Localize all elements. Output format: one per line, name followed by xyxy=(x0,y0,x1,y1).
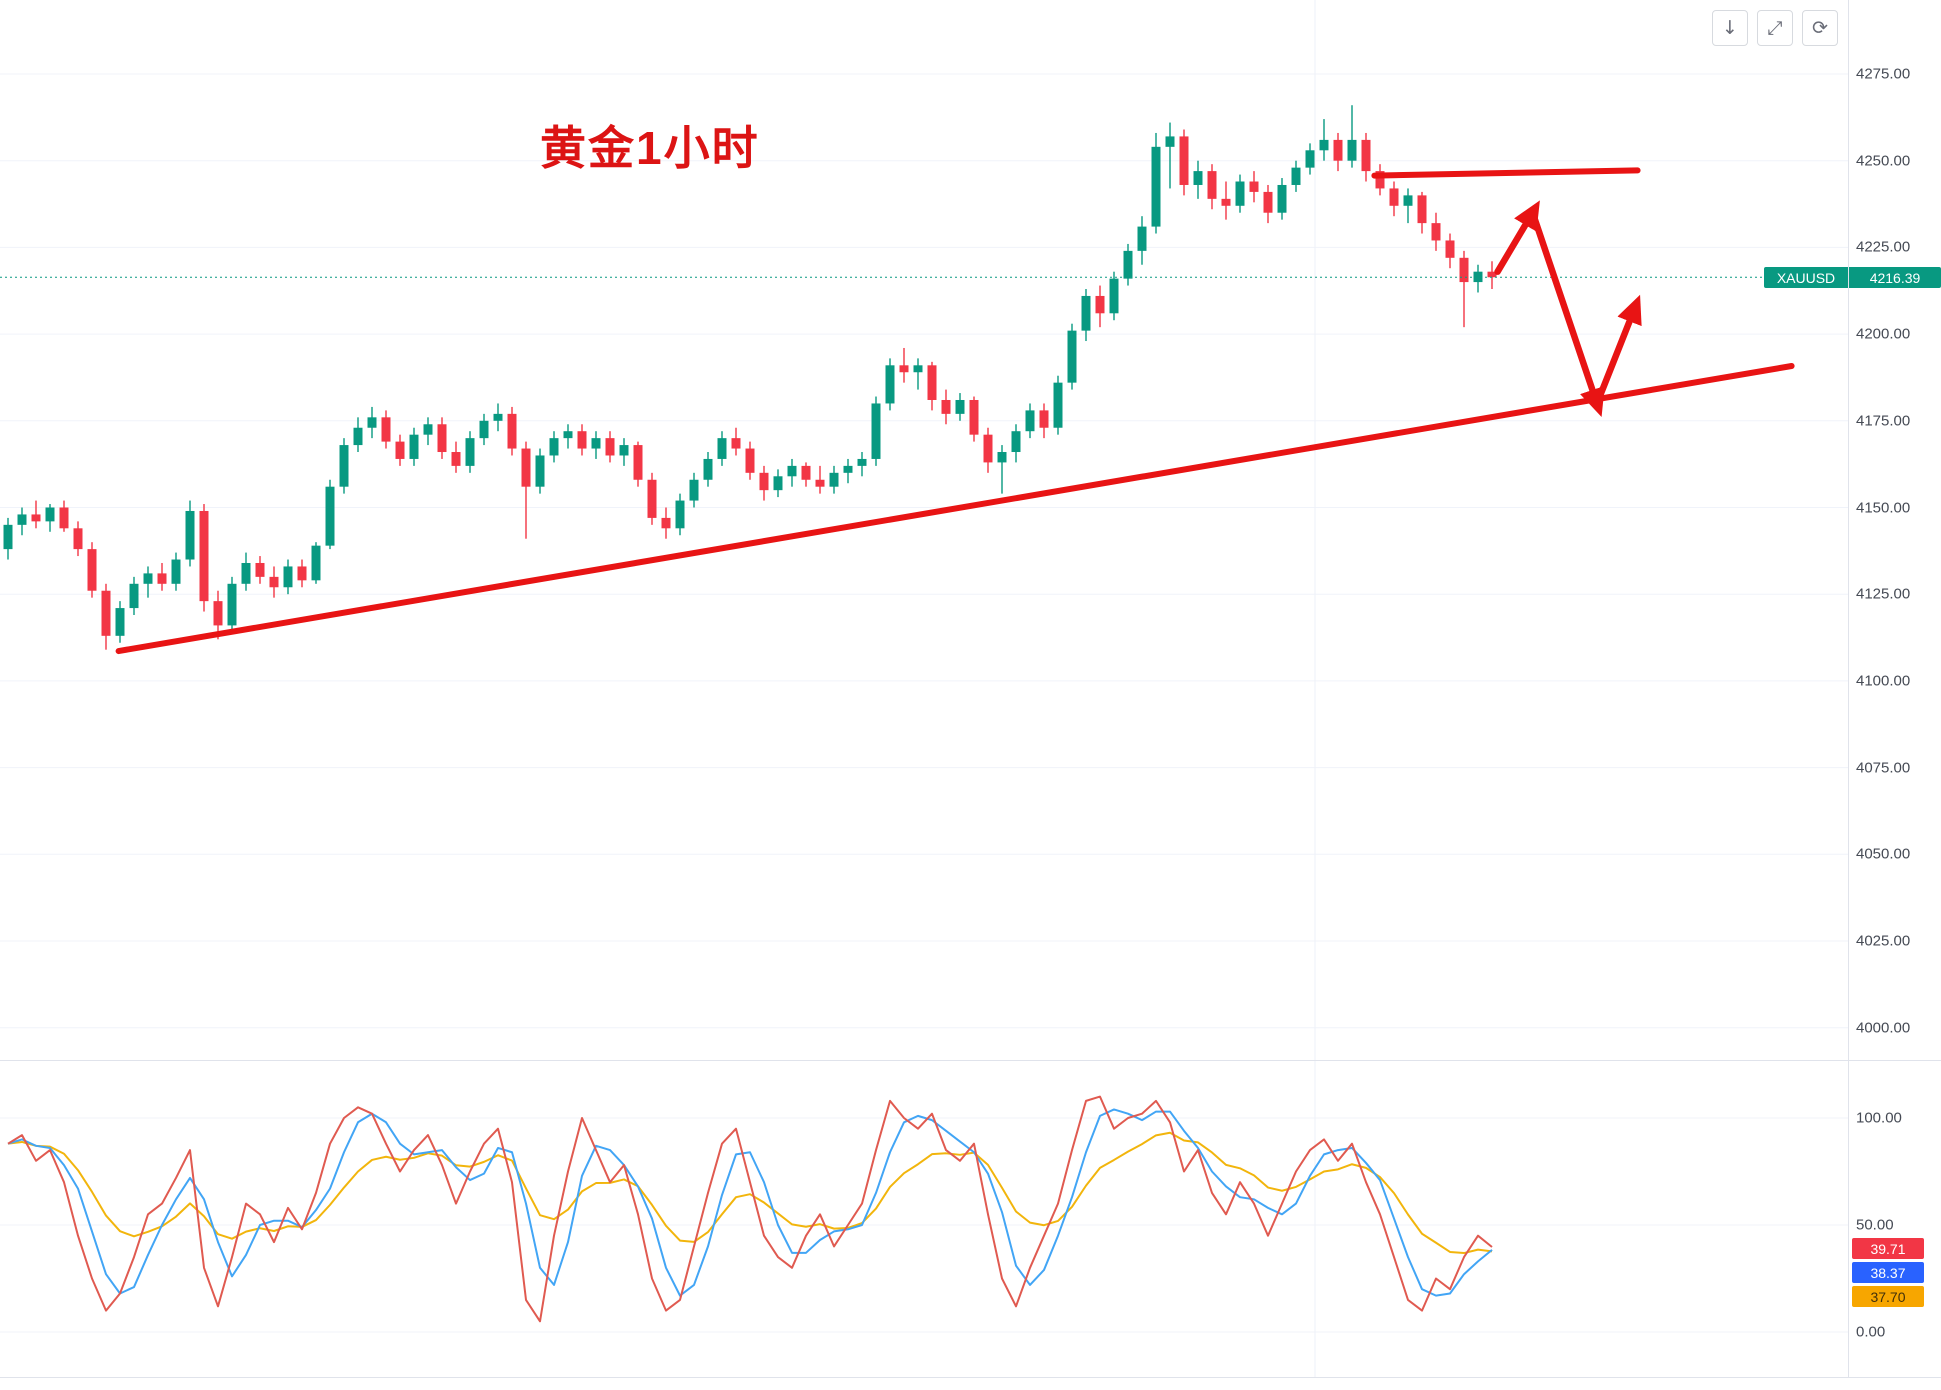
price-tick-label: 4050.00 xyxy=(1856,845,1911,863)
price-tick-label: 4125.00 xyxy=(1856,585,1911,603)
reset-chart-button[interactable]: ⟳ xyxy=(1802,10,1838,46)
maximize-button[interactable]: ⤢ xyxy=(1757,10,1793,46)
price-tick-label: 4150.00 xyxy=(1856,499,1911,516)
last-price-badge: XAUUSD 4216.39 xyxy=(1764,267,1941,288)
indicator-tick-label: 100.00 xyxy=(1856,1109,1902,1127)
indicator-tick-label: 50.00 xyxy=(1856,1216,1894,1234)
price-tick-label: 4200.00 xyxy=(1856,325,1911,343)
forecast-arrow-3 xyxy=(1593,294,1642,407)
price-tick-label: 4250.00 xyxy=(1856,152,1911,170)
chart-toolbar: ↓ ⤢ ⟳ xyxy=(1712,10,1838,46)
symbol-name: XAUUSD xyxy=(1764,267,1848,288)
price-tick-label: 4000.00 xyxy=(1856,1019,1911,1037)
oscillator-line-mid xyxy=(7,1108,1493,1297)
oscillator-line-fast xyxy=(7,1095,1493,1323)
support-trendline xyxy=(115,363,1795,655)
oscillator-layer xyxy=(7,1095,1493,1323)
oscillator-value-badges: 39.71 38.37 37.70 xyxy=(1852,1238,1924,1310)
scroll-to-latest-button[interactable]: ↓ xyxy=(1712,10,1748,46)
candles-layer xyxy=(3,105,1497,650)
price-axis[interactable]: 4275.00 4250.00 4225.00 4200.00 4175.00 4150.… xyxy=(1849,0,1941,1377)
forecast-arrow-1 xyxy=(1494,200,1540,275)
price-tick-label: 4225.00 xyxy=(1856,238,1911,256)
price-tick-label: 4075.00 xyxy=(1856,759,1911,777)
gridlines xyxy=(0,0,1848,1377)
price-tick-label: 4275.00 xyxy=(1856,65,1911,83)
indicator-tick-label: 0.00 xyxy=(1856,1323,1886,1341)
oscillator-mid-value-badge: 38.37 xyxy=(1852,1262,1924,1283)
price-tick-label: 4175.00 xyxy=(1856,412,1911,430)
drawings-layer[interactable] xyxy=(115,167,1795,655)
price-tick-label: 4025.00 xyxy=(1856,932,1911,950)
oscillator-line-slow xyxy=(7,1131,1493,1255)
forecast-arrow-2 xyxy=(1529,209,1605,418)
resistance-line xyxy=(1371,167,1641,179)
oscillator-fast-value-badge: 39.71 xyxy=(1852,1238,1924,1259)
chart-annotation-title: 黄金1小时 xyxy=(540,122,760,174)
oscillator-slow-value-badge: 37.70 xyxy=(1852,1286,1924,1307)
last-price-value: 4216.39 xyxy=(1849,267,1941,288)
price-tick-label: 4100.00 xyxy=(1856,672,1911,690)
